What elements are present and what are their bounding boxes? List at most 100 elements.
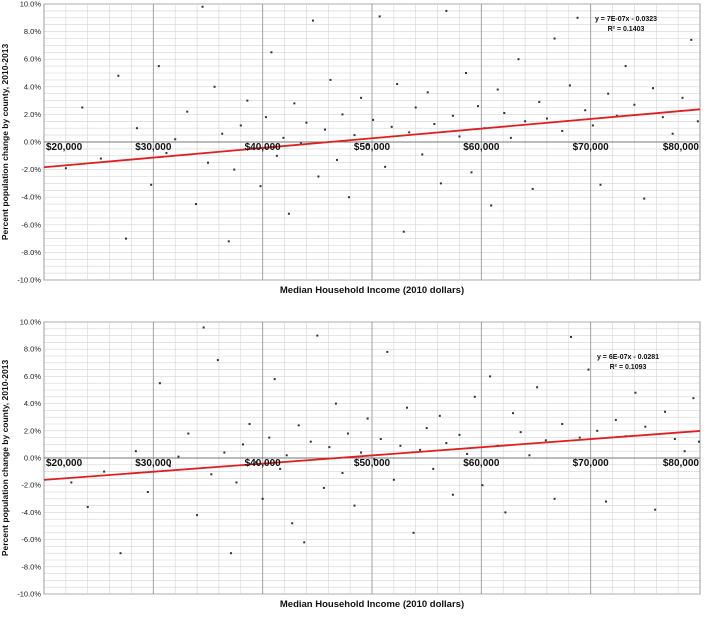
data-point xyxy=(221,132,224,135)
data-point xyxy=(328,446,331,449)
data-point xyxy=(661,116,664,119)
y-axis-label: Percent population change by county, 201… xyxy=(0,44,10,241)
data-point xyxy=(553,497,556,500)
data-point xyxy=(261,497,264,500)
data-point xyxy=(578,436,581,439)
data-point xyxy=(458,433,461,436)
x-tick-label: $70,000 xyxy=(573,142,610,153)
data-point xyxy=(584,109,587,112)
data-point xyxy=(233,168,236,171)
data-point xyxy=(341,113,344,116)
data-point xyxy=(673,437,676,440)
data-point xyxy=(322,486,325,489)
y-tick-label: -8.0% xyxy=(21,248,41,257)
data-point xyxy=(287,212,290,215)
data-point xyxy=(408,131,411,134)
y-tick-label: -6.0% xyxy=(21,535,41,544)
data-point xyxy=(174,138,177,141)
y-tick-label: 10.0% xyxy=(20,0,42,9)
data-point xyxy=(438,414,441,417)
data-point xyxy=(158,382,161,385)
y-tick-label: -4.0% xyxy=(21,193,41,202)
data-point xyxy=(531,187,534,190)
y-tick-label: 0.0% xyxy=(24,138,41,147)
data-point xyxy=(353,134,356,137)
data-point xyxy=(157,65,160,68)
data-point xyxy=(512,412,515,415)
chart-1: 10.0% 8.0% 6.0% 4.0% 2.0% 0.0% -2.0% -4.0% -6.0%… xyxy=(0,318,701,610)
y-tick-label: 2.0% xyxy=(24,110,41,119)
data-point xyxy=(651,87,654,90)
data-point xyxy=(545,117,548,120)
y-tick-label: -4.0% xyxy=(21,508,41,517)
data-point xyxy=(509,136,512,139)
x-tick-label: $50,000 xyxy=(354,142,391,153)
data-point xyxy=(297,424,300,427)
data-point xyxy=(316,334,319,337)
data-point xyxy=(466,452,469,455)
data-point xyxy=(445,9,448,12)
data-point xyxy=(528,454,531,457)
trend-equation: y = 7E-07x - 0.0323 xyxy=(595,16,657,23)
data-point xyxy=(587,368,590,371)
data-point xyxy=(336,158,339,161)
y-tick-label: 6.0% xyxy=(24,372,41,381)
data-point xyxy=(465,72,468,74)
data-point xyxy=(390,125,393,128)
x-tick-label: $80,000 xyxy=(663,458,700,469)
x-tick-label: $70,000 xyxy=(573,458,610,469)
data-point xyxy=(378,15,381,18)
data-point xyxy=(426,91,429,94)
data-point xyxy=(683,450,686,453)
data-point xyxy=(432,467,435,470)
data-point xyxy=(293,102,296,105)
data-point xyxy=(125,237,127,240)
x-axis-label: Median Household Income (2010 dollars) xyxy=(280,599,464,610)
data-point xyxy=(291,522,294,525)
data-point xyxy=(544,439,547,442)
x-tick-label: $20,000 xyxy=(46,142,83,153)
y-tick-label: -10.0% xyxy=(17,590,41,599)
data-point xyxy=(366,143,369,146)
data-point xyxy=(568,84,571,87)
data-point xyxy=(346,432,349,435)
data-point xyxy=(248,423,251,425)
y-tick-label: -6.0% xyxy=(21,220,41,229)
data-point xyxy=(305,121,308,124)
data-point xyxy=(273,378,276,381)
data-point xyxy=(681,96,684,99)
data-point xyxy=(323,128,326,131)
data-point xyxy=(690,38,693,41)
data-point xyxy=(372,118,375,121)
data-point xyxy=(439,182,442,185)
data-point xyxy=(99,157,102,160)
data-point xyxy=(186,110,189,113)
data-point xyxy=(569,335,572,338)
y-tick-label: 8.0% xyxy=(24,345,41,354)
data-point xyxy=(168,465,171,468)
data-point xyxy=(194,203,197,206)
y-tick-label: -10.0% xyxy=(17,276,41,285)
data-point xyxy=(634,391,637,394)
data-point xyxy=(207,161,209,164)
data-point xyxy=(196,514,199,517)
data-point xyxy=(536,386,539,389)
data-point xyxy=(671,132,674,135)
data-point xyxy=(353,504,356,507)
data-point xyxy=(213,85,216,88)
data-point xyxy=(473,395,476,398)
data-point xyxy=(433,123,436,126)
data-point xyxy=(360,96,363,99)
y-tick-label: 4.0% xyxy=(24,82,41,91)
data-point xyxy=(360,451,363,454)
data-point xyxy=(664,410,667,413)
y-tick-label: 6.0% xyxy=(24,55,41,64)
data-point xyxy=(481,484,484,487)
data-point xyxy=(303,541,306,544)
data-point xyxy=(259,185,262,188)
data-point xyxy=(519,431,522,434)
data-point xyxy=(279,467,282,470)
data-point xyxy=(299,142,302,145)
y-axis-label: Percent population change by county, 201… xyxy=(0,360,10,557)
data-point xyxy=(419,448,422,451)
